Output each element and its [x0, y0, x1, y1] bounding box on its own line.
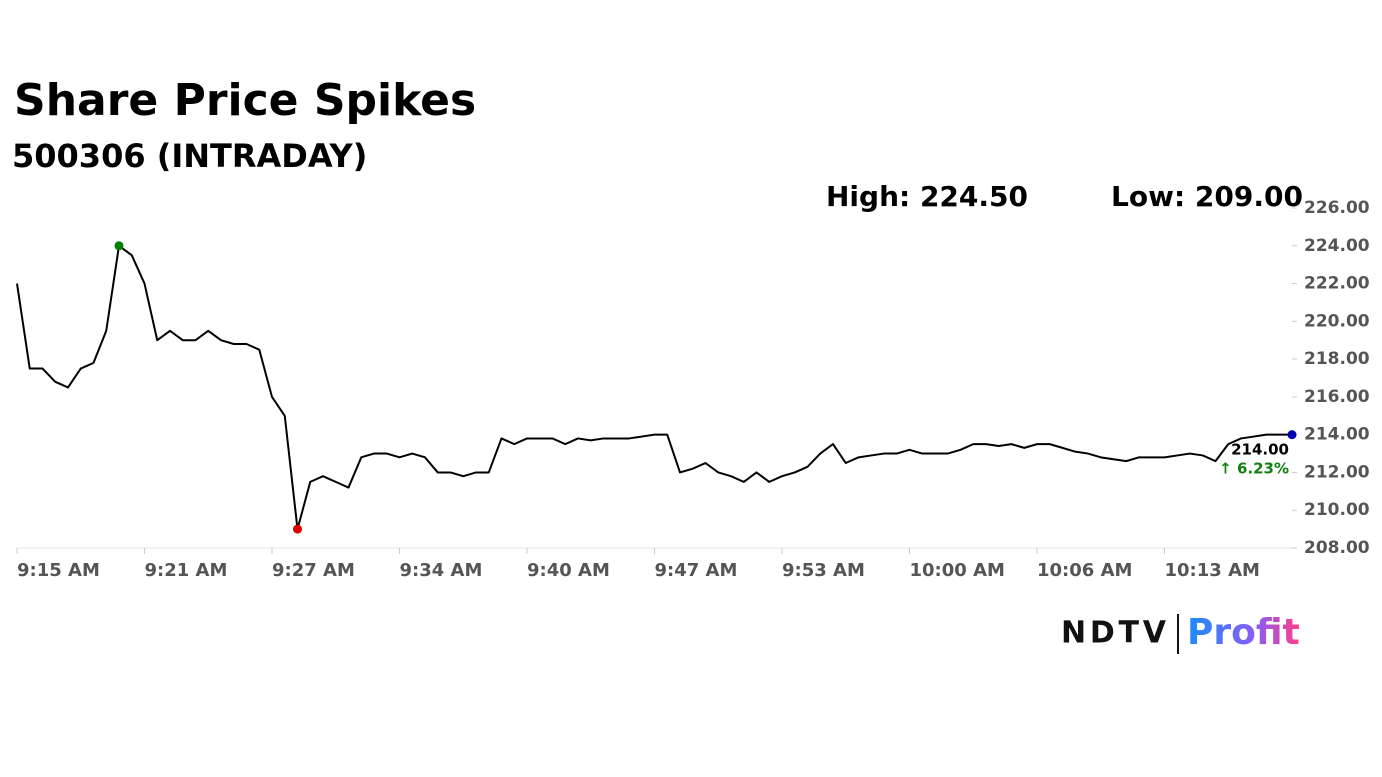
x-tick-label: 9:15 AM — [17, 560, 100, 581]
x-tick-label: 10:13 AM — [1165, 560, 1260, 581]
low-label: Low: 209.00 — [1111, 180, 1303, 213]
last-marker — [1287, 430, 1297, 440]
x-tick-label: 10:00 AM — [910, 560, 1005, 581]
high-label: High: 224.50 — [826, 180, 1028, 213]
logo-product: Profit — [1187, 612, 1300, 653]
y-tick-label: 212.00 — [1304, 462, 1370, 482]
change-label: ↑ 6.23% — [1219, 460, 1289, 478]
x-tick-label: 10:06 AM — [1037, 560, 1132, 581]
y-tick-label: 226.00 — [1304, 198, 1370, 218]
y-tick-label: 220.00 — [1304, 311, 1370, 331]
y-tick-label: 208.00 — [1304, 538, 1370, 558]
chart-subtitle: 500306 (INTRADAY) — [12, 137, 367, 175]
y-tick-label: 222.00 — [1304, 274, 1370, 294]
chart-title: Share Price Spikes — [14, 75, 476, 126]
x-tick-label: 9:53 AM — [782, 560, 865, 581]
x-tick-label: 9:27 AM — [272, 560, 355, 581]
y-tick-label: 224.00 — [1304, 236, 1370, 256]
y-tick-label: 214.00 — [1304, 425, 1370, 445]
x-tick-label: 9:40 AM — [527, 560, 610, 581]
logo-brand: NDTV — [1061, 616, 1167, 651]
x-tick-label: 9:47 AM — [655, 560, 738, 581]
y-tick-label: 218.00 — [1304, 349, 1370, 369]
y-tick-label: 216.00 — [1304, 387, 1370, 407]
y-tick-label: 210.00 — [1304, 500, 1370, 520]
high-marker — [114, 241, 124, 251]
last-price-label: 214.00 — [1231, 441, 1289, 459]
x-tick-label: 9:21 AM — [145, 560, 228, 581]
x-tick-label: 9:34 AM — [400, 560, 483, 581]
price-line — [16, 244, 1292, 531]
low-marker — [293, 524, 302, 534]
